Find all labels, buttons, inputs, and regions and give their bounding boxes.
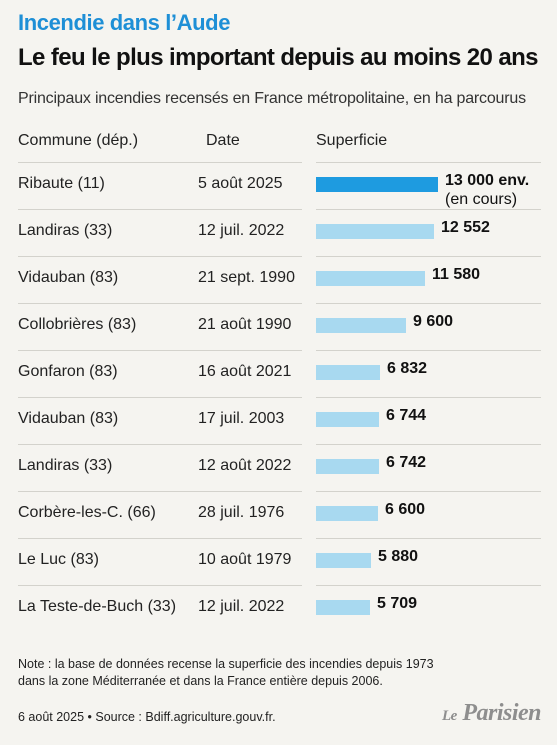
row-divider (316, 444, 541, 445)
commune-label: Le Luc (83) (18, 551, 99, 568)
row-divider (198, 303, 302, 304)
value-label: 6 832 (387, 360, 428, 377)
column-header-commune: Commune (dép.) (18, 132, 139, 149)
table-row: Le Luc (83) 10 août 1979 5 880 (0, 539, 557, 586)
le-parisien-logo: Le Parisien (441, 700, 542, 726)
value-label: 11 580 (432, 266, 481, 283)
value-label: 12 552 (441, 219, 490, 236)
row-divider (316, 538, 541, 539)
commune-label: Ribaute (11) (18, 175, 105, 192)
date-label: 5 août 2025 (198, 175, 283, 192)
value-label: 5 880 (378, 548, 419, 565)
commune-label: Vidauban (83) (18, 269, 119, 286)
table-row: Gonfaron (83) 16 août 2021 6 832 (0, 351, 557, 398)
table-row: Landiras (33) 12 juil. 2022 12 552 (0, 210, 557, 257)
commune-label: Collobrières (83) (18, 316, 137, 333)
column-header-date: Date (206, 132, 240, 149)
value-label: 9 600 (413, 313, 454, 330)
row-divider (316, 209, 541, 210)
table-row: Vidauban (83) 21 sept. 1990 11 580 (0, 257, 557, 304)
row-divider (316, 303, 541, 304)
table-row: Landiras (33) 12 août 2022 6 742 (0, 445, 557, 492)
commune-label: La Teste-de-Buch (33) (18, 598, 177, 615)
superficie-bar (316, 365, 380, 380)
row-divider (316, 585, 541, 586)
note-line-1: Note : la base de données recense la sup… (18, 657, 434, 671)
row-divider (198, 256, 302, 257)
superficie-bar (316, 412, 379, 427)
superficie-bar (316, 224, 434, 239)
date-label: 10 août 1979 (198, 551, 292, 568)
date-label: 21 août 1990 (198, 316, 292, 333)
row-divider (198, 444, 302, 445)
date-label: 12 juil. 2022 (198, 222, 285, 239)
row-divider (18, 350, 199, 351)
commune-label: Corbère-les-C. (66) (18, 504, 156, 521)
row-divider (198, 585, 302, 586)
row-divider (198, 538, 302, 539)
row-divider (18, 209, 199, 210)
value-label: 6 600 (385, 501, 426, 518)
table-row: La Teste-de-Buch (33) 12 juil. 2022 5 709 (0, 586, 557, 633)
row-divider (198, 397, 302, 398)
superficie-bar (316, 506, 378, 521)
commune-label: Landiras (33) (18, 457, 113, 474)
kicker: Incendie dans l’Aude (18, 10, 231, 35)
value-label: 13 000 env. (445, 172, 530, 189)
row-divider (18, 491, 199, 492)
table-row: Vidauban (83) 17 juil. 2003 6 744 (0, 398, 557, 445)
date-label: 12 août 2022 (198, 457, 292, 474)
table-row: Collobrières (83) 21 août 1990 9 600 (0, 304, 557, 351)
date-label: 12 juil. 2022 (198, 598, 285, 615)
superficie-bar (316, 600, 370, 615)
note-line-2: dans la zone Méditerranée et dans la Fra… (18, 674, 383, 688)
footer-source: 6 août 2025 • Source : Bdiff.agriculture… (18, 710, 276, 724)
superficie-bar (316, 459, 379, 474)
date-label: 17 juil. 2003 (198, 410, 285, 427)
row-divider (198, 162, 302, 163)
table-row: Ribaute (11) 5 août 2025 13 000 env. (en co… (0, 163, 557, 210)
row-divider (316, 256, 541, 257)
commune-label: Gonfaron (83) (18, 363, 118, 380)
commune-label: Landiras (33) (18, 222, 113, 239)
superficie-bar (316, 318, 406, 333)
superficie-bar (316, 553, 371, 568)
row-divider (316, 350, 541, 351)
value-note: (en cours) (445, 191, 518, 208)
row-divider (198, 209, 302, 210)
row-divider (18, 303, 199, 304)
value-label: 6 742 (386, 454, 427, 471)
value-label: 6 744 (386, 407, 427, 424)
table-row: Corbère-les-C. (66) 28 juil. 1976 6 600 (0, 492, 557, 539)
row-divider (18, 444, 199, 445)
column-header-superficie: Superficie (316, 132, 388, 149)
value-label: 5 709 (377, 595, 418, 612)
row-divider (198, 491, 302, 492)
headline: Le feu le plus important depuis au moins… (18, 44, 539, 71)
row-divider (18, 162, 199, 163)
row-divider (316, 162, 541, 163)
date-label: 16 août 2021 (198, 363, 292, 380)
note: Note : la base de données recense la sup… (18, 656, 538, 690)
row-divider (18, 256, 199, 257)
date-label: 21 sept. 1990 (198, 269, 295, 286)
subtitle: Principaux incendies recensés en France … (18, 90, 526, 107)
row-divider (316, 491, 541, 492)
superficie-bar (316, 177, 438, 192)
row-divider (316, 397, 541, 398)
superficie-bar (316, 271, 425, 286)
date-label: 28 juil. 1976 (198, 504, 285, 521)
row-divider (198, 350, 302, 351)
row-divider (18, 397, 199, 398)
commune-label: Vidauban (83) (18, 410, 119, 427)
row-divider (18, 585, 199, 586)
row-divider (18, 538, 199, 539)
